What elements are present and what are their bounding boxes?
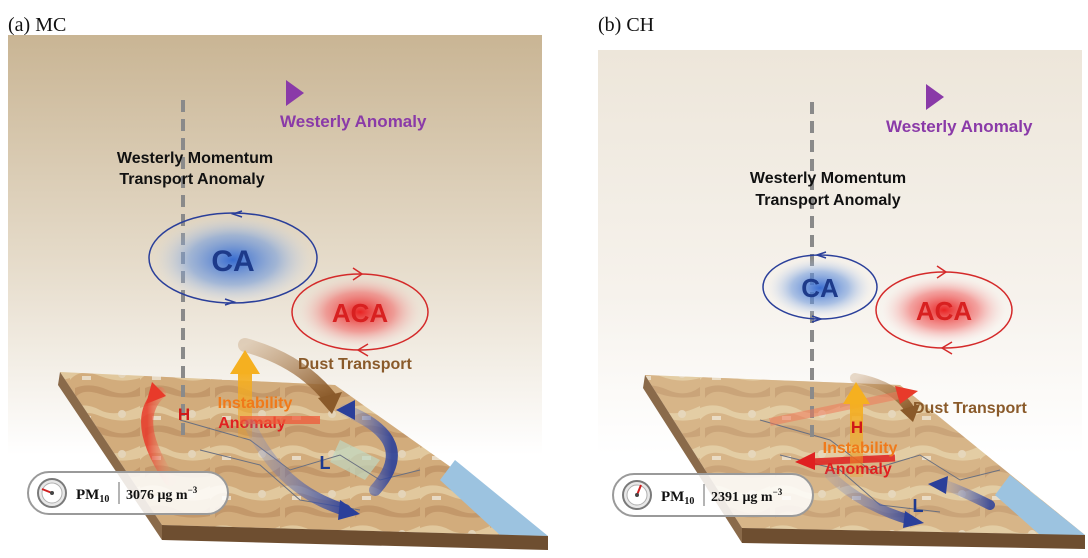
- panel-a-dust-arrow: [238, 338, 337, 405]
- panel-a-aca-arrow-bottom: [356, 343, 369, 357]
- panel-b-pm-badge: PM10 2391 μg m−3: [612, 473, 814, 517]
- panel-b-aca-ring: [875, 271, 1013, 349]
- panel-a-low-arc-left: [244, 419, 351, 516]
- panel-a-low-arc-right: [339, 404, 398, 496]
- panel-b-aca-arrow-bottom: [940, 341, 953, 355]
- panel-b-dust-arrowhead: [900, 404, 920, 422]
- panel-a-gauge-icon: [37, 478, 67, 508]
- panel-a-pm-badge: PM10 3076 μg m−3: [27, 471, 229, 515]
- panel-b-momentum-line1: Westerly Momentum: [750, 170, 906, 187]
- panel-a-aca-arrow-top: [352, 267, 364, 281]
- panel-b-instability-arrow: [850, 402, 863, 477]
- panel-a-westerly-label: Westerly Anomaly: [280, 112, 427, 131]
- panel-b-instability-arrowhead: [843, 382, 870, 404]
- panel-a-title: (a) MC: [8, 14, 67, 36]
- panel-a-aca-label: ACA: [332, 298, 389, 328]
- panel-b-lower-red-arrowhead: [795, 452, 815, 470]
- panel-b-momentum-line2: Transport Anomaly: [755, 192, 900, 209]
- panel-a-ca-arrow-bottom: [224, 298, 237, 306]
- panel-b-aca-arrow-top: [936, 265, 948, 279]
- panel-b-ca-label: CA: [801, 273, 839, 303]
- panel-a-dust-arrowhead: [318, 392, 342, 414]
- panel-b-aca-glow: [882, 276, 1006, 344]
- panel-b-low-arc-left-arrowhead: [903, 511, 924, 528]
- panel-b-ca-glow: [768, 258, 872, 318]
- panel-a-instability-arrowhead: [230, 350, 260, 374]
- panel-a-momentum-line2: Transport Anomaly: [119, 171, 264, 188]
- panel-b: Westerly Anomaly Westerly Momentum Trans…: [598, 50, 1085, 549]
- panel-b-title: (b) CH: [598, 14, 655, 36]
- panel-a-high-arc-arrowhead: [146, 382, 166, 404]
- panel-a-westerly-arrowhead: [286, 80, 304, 106]
- panel-a-aca-ring: [291, 273, 429, 351]
- panel-b-gauge-icon: [622, 480, 652, 510]
- panel-b-instability-line2: Anomaly: [824, 461, 892, 478]
- panel-b-low-label: L: [913, 496, 924, 516]
- panel-b-low-arc-right-arrowhead: [928, 476, 948, 494]
- panel-b-westerly-label: Westerly Anomaly: [886, 117, 1033, 136]
- panel-b-pm-value: 2391 μg m−3: [711, 487, 783, 505]
- panel-b-ca-arrow-top: [814, 251, 827, 259]
- panel-a-ca-label: CA: [211, 245, 254, 278]
- panel-b-dust-arrow: [850, 373, 915, 415]
- panel-b-ca-arrow-bottom: [811, 315, 824, 323]
- panel-b-upper-red-arrow: [769, 391, 901, 426]
- panel-a-pm-value: 3076 μg m−3: [126, 485, 198, 503]
- panel-a-low-label: L: [320, 453, 331, 473]
- panel-a-pm-text: PM10: [76, 487, 109, 505]
- panel-a-high-label: H: [178, 405, 190, 424]
- panel-b-westerly-arrowhead: [926, 84, 944, 110]
- panel-b-aca-label: ACA: [916, 296, 973, 326]
- panel-b-high-label: H: [851, 418, 863, 437]
- panel-a-momentum-line1: Westerly Momentum: [117, 150, 273, 167]
- panel-b-upper-red-arrowhead: [895, 386, 918, 404]
- panel-b-low-arc-right: [940, 480, 995, 510]
- panel-a-low-arc-left-arrowhead: [338, 500, 360, 520]
- panel-b-low-arc-left: [825, 470, 915, 525]
- panel-b-instability-line1: Instability: [823, 440, 898, 457]
- panel-b-dust-label: Dust Transport: [913, 400, 1027, 417]
- panel-a: Westerly Anomaly Westerly Momentum Trans…: [8, 35, 548, 550]
- panel-a-ca-arrow-top: [230, 210, 243, 218]
- panel-a-ca-glow: [153, 215, 313, 305]
- panel-b-pm-text: PM10: [661, 489, 694, 507]
- panel-a-aca-glow: [298, 276, 422, 348]
- panel-a-dust-label: Dust Transport: [298, 356, 412, 373]
- panel-a-instability-line1: Instability: [218, 395, 293, 412]
- panel-a-low-arc-right-arrowhead: [336, 400, 355, 420]
